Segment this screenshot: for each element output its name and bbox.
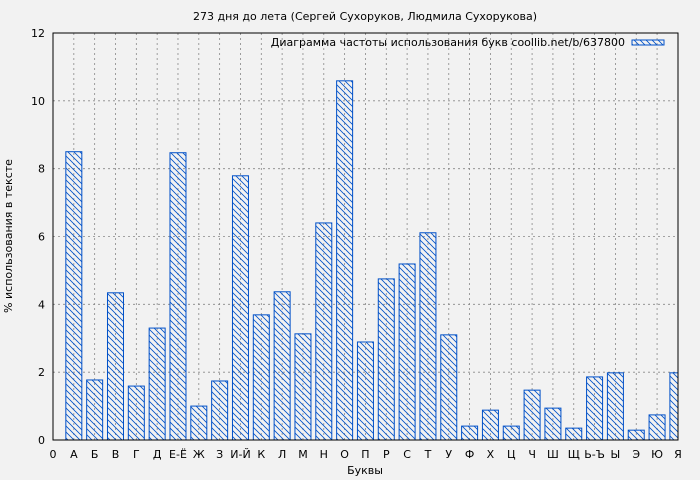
x-tick-label: Ж	[193, 448, 205, 461]
x-tick-label: Т	[424, 448, 432, 461]
y-tick-label: 8	[38, 163, 45, 176]
plot-frame	[52, 32, 679, 441]
x-tick-label: Е-Ё	[169, 448, 187, 461]
bar-Д	[148, 327, 166, 441]
bar-Л	[273, 291, 291, 441]
x-tick-label: Б	[91, 448, 99, 461]
x-tick-label: И-Й	[230, 448, 250, 461]
bar-Б	[86, 379, 104, 441]
bar-Т	[419, 232, 437, 441]
bar-Ж	[190, 405, 208, 441]
x-tick-label: С	[403, 448, 411, 461]
bar-А	[65, 151, 83, 441]
legend-swatch	[631, 39, 665, 46]
x-tick-label: Ы	[611, 448, 621, 461]
bar-Ю	[648, 414, 666, 441]
x-tick-label: 0	[50, 448, 57, 461]
bar-П	[356, 341, 374, 441]
bar-Э	[627, 429, 645, 441]
y-tick-label: 6	[38, 231, 45, 244]
bar-Х	[481, 409, 499, 441]
x-tick-label: Л	[278, 448, 286, 461]
bar-Щ	[565, 427, 583, 441]
bar-З	[211, 380, 229, 441]
bar-И-Й	[231, 175, 249, 441]
bar-У	[440, 334, 458, 441]
x-tick-label: К	[257, 448, 265, 461]
bar-Ц	[502, 425, 520, 441]
bar-Г	[127, 385, 145, 441]
x-tick-label: Г	[133, 448, 140, 461]
bar-Е-Ё	[169, 152, 187, 441]
x-tick-label: Ч	[528, 448, 536, 461]
legend-label: Диаграмма частоты использования букв coo…	[271, 36, 625, 49]
y-tick-label: 10	[31, 95, 45, 108]
y-axis-label: % использования в тексте	[2, 159, 15, 313]
bar-Ч	[523, 389, 541, 441]
x-tick-label: З	[216, 448, 223, 461]
y-tick-label: 0	[38, 434, 45, 447]
y-tick-label: 2	[38, 366, 45, 379]
x-tick-label: Х	[487, 448, 495, 461]
bar-Ь-Ъ	[586, 376, 604, 441]
x-tick-label: Д	[153, 448, 162, 461]
bar-Ш	[544, 407, 562, 441]
x-tick-label: Ш	[547, 448, 559, 461]
y-tick-label: 4	[38, 298, 45, 311]
x-tick-label: П	[361, 448, 369, 461]
x-tick-label: Н	[320, 448, 328, 461]
y-tick-label: 12	[31, 27, 45, 40]
legend: Диаграмма частоты использования букв coo…	[271, 36, 665, 49]
x-tick-label: М	[298, 448, 308, 461]
bar-М	[294, 333, 312, 441]
x-tick-label: Ц	[507, 448, 516, 461]
bar-К	[252, 314, 270, 441]
x-tick-label: А	[70, 448, 78, 461]
chart-title: 273 дня до лета (Сергей Сухоруков, Людми…	[193, 10, 537, 23]
bar-Ы	[606, 372, 624, 441]
bar-Р	[377, 278, 395, 441]
bar-С	[398, 263, 416, 441]
bar-В	[106, 292, 124, 441]
x-tick-label: О	[340, 448, 349, 461]
x-tick-label: Щ	[568, 448, 580, 461]
bar-О	[336, 80, 354, 441]
x-tick-label: В	[112, 448, 120, 461]
x-tick-label: Ф	[465, 448, 474, 461]
x-tick-label: У	[445, 448, 452, 461]
bar-Н	[315, 222, 333, 441]
x-tick-label: Р	[383, 448, 390, 461]
bar-Ф	[461, 425, 479, 441]
x-axis-label: Буквы	[347, 464, 383, 477]
x-tick-label: Ь-Ъ	[584, 448, 605, 461]
x-tick-label: Э	[632, 448, 640, 461]
x-tick-label: Ю	[651, 448, 663, 461]
bar-Я	[669, 372, 679, 441]
x-tick-label: Я	[674, 448, 682, 461]
